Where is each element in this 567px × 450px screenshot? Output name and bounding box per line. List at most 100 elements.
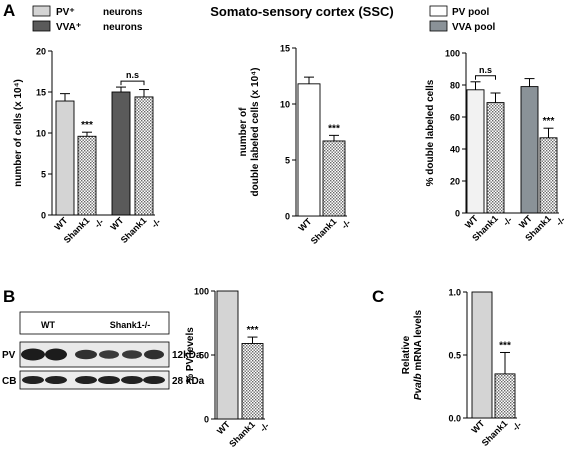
significance-bracket [120, 80, 145, 86]
x-tick-label: Shank1-/- [119, 209, 163, 253]
blot-band [75, 349, 97, 360]
y-axis-title: double labeled cells (x 10⁴) [250, 68, 261, 197]
significance-stars: *** [499, 340, 511, 351]
blot-band [144, 349, 164, 360]
legend-suffix-pv: neurons [103, 7, 143, 18]
x-tick-label: WT [296, 216, 313, 233]
legend-label-pv: PV⁺ [56, 7, 75, 18]
y-tick-label: 0.0 [448, 414, 461, 424]
blot-frame [19, 311, 170, 335]
legend-swatch-vva-pool [429, 20, 448, 32]
figure-title: Somato-sensory cortex (SSC) [210, 4, 394, 19]
y-tick-label: 50 [199, 351, 209, 361]
blot-band [99, 350, 119, 359]
y-tick-label: 10 [36, 129, 46, 139]
bar [466, 89, 485, 214]
western-blot: WT Shank1-/- PV CB 12kDa 28 kDa [2, 311, 205, 390]
panel-label-b: B [3, 287, 15, 306]
x-tick-label: WT [108, 215, 125, 232]
blot-size-pv: 12kDa [172, 350, 202, 361]
bar [486, 102, 505, 214]
bar [471, 291, 493, 419]
legend-label-pv-pool: PV pool [452, 7, 489, 18]
y-tick-label: 15 [36, 88, 46, 98]
x-tick-label: Shank1-/- [309, 210, 353, 254]
y-axis-title: Pvalb mRNA levels [413, 309, 424, 400]
y-tick-label: 60 [450, 113, 460, 123]
legend-swatch-vva-neurons [32, 20, 51, 32]
blot-row-label-pv: PV [2, 350, 16, 361]
blot-group-shank1: Shank1-/- [110, 320, 151, 330]
bar [77, 135, 97, 216]
blot-group-wt: WT [41, 320, 55, 330]
y-axis-title: % double labeled cells [425, 79, 436, 186]
bar [520, 86, 539, 214]
y-tick-label: 1.0 [448, 288, 461, 298]
x-tick-label: Shank1-/- [523, 207, 567, 251]
bar [134, 96, 154, 216]
legend-swatch-pv-neurons [32, 5, 51, 17]
y-tick-label: 10 [280, 100, 290, 110]
significance-label: n.s [479, 65, 492, 75]
blot-row-label-cb: CB [2, 376, 16, 387]
panel-label-a: A [3, 1, 15, 20]
bar [241, 343, 264, 420]
significance-label: n.s [126, 70, 139, 80]
y-tick-label: 0.5 [448, 351, 461, 361]
y-tick-label: 0 [204, 415, 209, 425]
x-tick-label: WT [52, 215, 69, 232]
y-tick-label: 40 [450, 145, 460, 155]
y-tick-label: 15 [280, 44, 290, 54]
bar [297, 83, 321, 217]
significance-bracket [475, 75, 496, 80]
blot-size-cb: 28 kDa [172, 376, 205, 387]
x-tick-label: Shank1-/- [62, 209, 106, 253]
y-tick-label: 0 [455, 209, 460, 219]
legend-label-vva-pool: VVA pool [452, 22, 496, 33]
significance-stars: *** [247, 325, 259, 336]
blot-band [122, 350, 142, 359]
legend-label-vva: VVA⁺ [56, 22, 81, 33]
y-axis-title: number of cells (x 10⁴) [13, 79, 24, 187]
blot-band [45, 348, 67, 361]
y-axis-title: number of [238, 107, 249, 157]
panel-label-c: C [372, 287, 384, 306]
y-tick-label: 5 [285, 156, 290, 166]
y-axis-title: % PV levels [185, 327, 196, 383]
legend-suffix-vva: neurons [103, 22, 143, 33]
y-tick-label: 20 [450, 177, 460, 187]
significance-stars: *** [543, 116, 555, 127]
legend-right: PV pool VVA pool [429, 5, 496, 33]
x-tick-label: Shank1-/- [470, 207, 514, 251]
chart-a2: 0 5 10 15 number of double labeled cells (x 1… [238, 44, 353, 254]
bar [55, 100, 75, 216]
bar [539, 137, 558, 214]
y-tick-label: 100 [445, 49, 460, 59]
blot-band [98, 376, 120, 384]
y-tick-label: 100 [194, 287, 209, 297]
bar [111, 91, 131, 216]
y-tick-label: 0 [41, 211, 46, 221]
y-axis-title: Relative [401, 335, 412, 374]
y-tick-label: 5 [41, 170, 46, 180]
significance-stars: *** [328, 123, 340, 134]
x-tick-label: WT [215, 419, 232, 436]
blot-band [121, 376, 143, 384]
legend-swatch-pv-pool [429, 5, 448, 17]
blot-band [21, 348, 45, 361]
bar [322, 140, 346, 217]
significance-stars: *** [81, 120, 93, 131]
legend-left: PV⁺ neurons VVA⁺ neurons [32, 5, 143, 33]
blot-band [22, 376, 44, 384]
y-tick-label: 80 [450, 81, 460, 91]
y-tick-label: 0 [285, 212, 290, 222]
blot-band [75, 376, 97, 384]
blot-band [143, 376, 165, 384]
blot-band [45, 376, 67, 384]
x-tick-label: WT [469, 418, 486, 435]
